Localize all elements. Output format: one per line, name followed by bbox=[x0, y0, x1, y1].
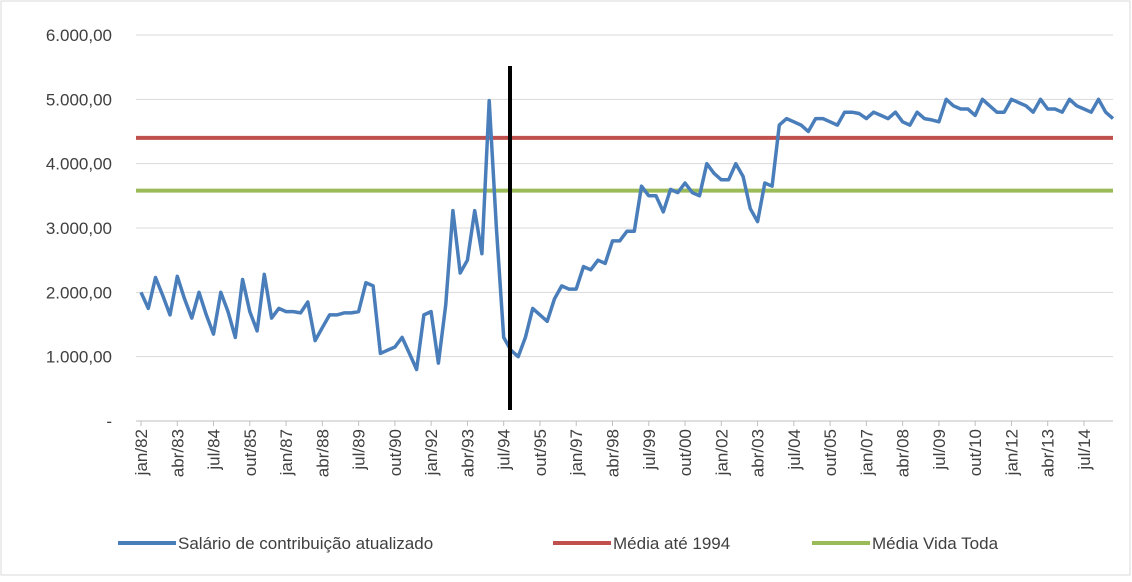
x-tick-label: out/90 bbox=[386, 429, 405, 476]
series-line bbox=[139, 97, 1115, 372]
x-tick-label: jul/84 bbox=[205, 429, 224, 471]
y-tick-label: - bbox=[106, 412, 112, 431]
x-tick-label: jul/04 bbox=[785, 429, 804, 471]
y-tick-label: 2.000,00 bbox=[46, 283, 112, 302]
y-tick-label: 3.000,00 bbox=[46, 219, 112, 238]
x-tick-label: jul/09 bbox=[930, 429, 949, 471]
x-tick-label: abr/03 bbox=[749, 429, 768, 477]
x-tick-label: jul/99 bbox=[640, 429, 659, 471]
x-tick-label: jul/89 bbox=[350, 429, 369, 471]
x-tick-label: abr/83 bbox=[168, 429, 187, 477]
legend-label: Média até 1994 bbox=[613, 534, 730, 553]
y-tick-label: 5.000,00 bbox=[46, 90, 112, 109]
x-tick-label: jan/87 bbox=[277, 429, 296, 476]
y-tick-label: 4.000,00 bbox=[46, 155, 112, 174]
y-tick-label: 6.000,00 bbox=[46, 26, 112, 45]
x-tick-label: abr/93 bbox=[458, 429, 477, 477]
x-tick-label: abr/08 bbox=[894, 429, 913, 477]
x-tick-label: jan/97 bbox=[567, 429, 586, 476]
x-tick-label: jan/82 bbox=[132, 429, 151, 476]
x-tick-label: abr/13 bbox=[1039, 429, 1058, 477]
y-tick-label: 1.000,00 bbox=[46, 348, 112, 367]
x-tick-label: jan/02 bbox=[712, 429, 731, 476]
x-tick-label: out/95 bbox=[531, 429, 550, 476]
x-tick-label: abr/88 bbox=[313, 429, 332, 477]
x-tick-label: out/00 bbox=[676, 429, 695, 476]
x-tick-label: jan/12 bbox=[1002, 429, 1021, 476]
x-tick-label: out/10 bbox=[966, 429, 985, 476]
legend-label: Salário de contribuição atualizado bbox=[178, 534, 433, 553]
x-tick-label: jan/92 bbox=[422, 429, 441, 476]
x-tick-label: jul/14 bbox=[1075, 429, 1094, 471]
x-tick-label: jan/07 bbox=[857, 429, 876, 476]
x-tick-label: jul/94 bbox=[495, 429, 514, 471]
x-tick-label: out/05 bbox=[821, 429, 840, 476]
legend-label: Média Vida Toda bbox=[872, 534, 999, 553]
x-tick-label: abr/98 bbox=[603, 429, 622, 477]
x-tick-label: out/85 bbox=[241, 429, 260, 476]
